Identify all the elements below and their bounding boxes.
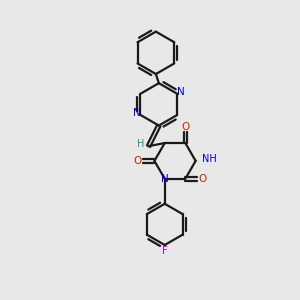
Text: O: O bbox=[181, 122, 190, 132]
Text: O: O bbox=[198, 174, 206, 184]
Text: N: N bbox=[177, 87, 185, 97]
Text: H: H bbox=[137, 139, 145, 149]
Text: O: O bbox=[133, 156, 142, 166]
Text: N: N bbox=[133, 109, 140, 118]
Text: NH: NH bbox=[202, 154, 216, 164]
Text: F: F bbox=[162, 247, 168, 256]
Text: N: N bbox=[161, 174, 169, 184]
